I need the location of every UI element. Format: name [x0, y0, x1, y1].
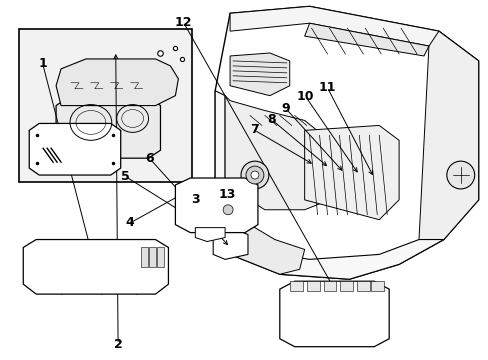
Polygon shape	[215, 6, 478, 279]
Polygon shape	[141, 247, 147, 267]
Polygon shape	[370, 281, 384, 291]
Text: 8: 8	[266, 113, 275, 126]
Polygon shape	[289, 281, 302, 291]
Polygon shape	[340, 281, 353, 291]
Text: 7: 7	[249, 123, 258, 136]
Text: 4: 4	[125, 216, 134, 229]
Text: 1: 1	[38, 57, 47, 71]
Polygon shape	[323, 281, 336, 291]
Ellipse shape	[223, 205, 233, 215]
Polygon shape	[279, 281, 388, 347]
Ellipse shape	[250, 171, 258, 179]
Polygon shape	[304, 23, 428, 56]
Polygon shape	[195, 228, 224, 242]
Polygon shape	[304, 125, 398, 220]
Polygon shape	[306, 281, 319, 291]
Polygon shape	[148, 247, 155, 267]
Polygon shape	[230, 53, 289, 96]
Ellipse shape	[219, 201, 237, 219]
Text: 5: 5	[121, 170, 129, 183]
Polygon shape	[215, 91, 443, 279]
Polygon shape	[56, 59, 178, 105]
Polygon shape	[157, 247, 164, 267]
Text: 11: 11	[318, 81, 335, 94]
Polygon shape	[357, 281, 369, 291]
Bar	[19, 29, 192, 182]
Polygon shape	[23, 239, 168, 294]
Ellipse shape	[446, 161, 474, 189]
Polygon shape	[224, 96, 339, 210]
Polygon shape	[213, 230, 247, 260]
Text: 10: 10	[296, 90, 313, 103]
Ellipse shape	[241, 161, 268, 189]
Text: 12: 12	[175, 16, 192, 29]
Polygon shape	[230, 6, 478, 66]
Text: 6: 6	[145, 152, 154, 165]
Polygon shape	[230, 185, 304, 274]
Polygon shape	[175, 178, 257, 233]
Text: 13: 13	[218, 188, 236, 201]
Text: 2: 2	[114, 338, 122, 351]
Text: 3: 3	[191, 193, 200, 206]
Polygon shape	[29, 123, 121, 175]
Polygon shape	[418, 31, 478, 239]
Polygon shape	[56, 98, 160, 158]
Text: 9: 9	[281, 102, 289, 115]
Ellipse shape	[245, 166, 264, 184]
